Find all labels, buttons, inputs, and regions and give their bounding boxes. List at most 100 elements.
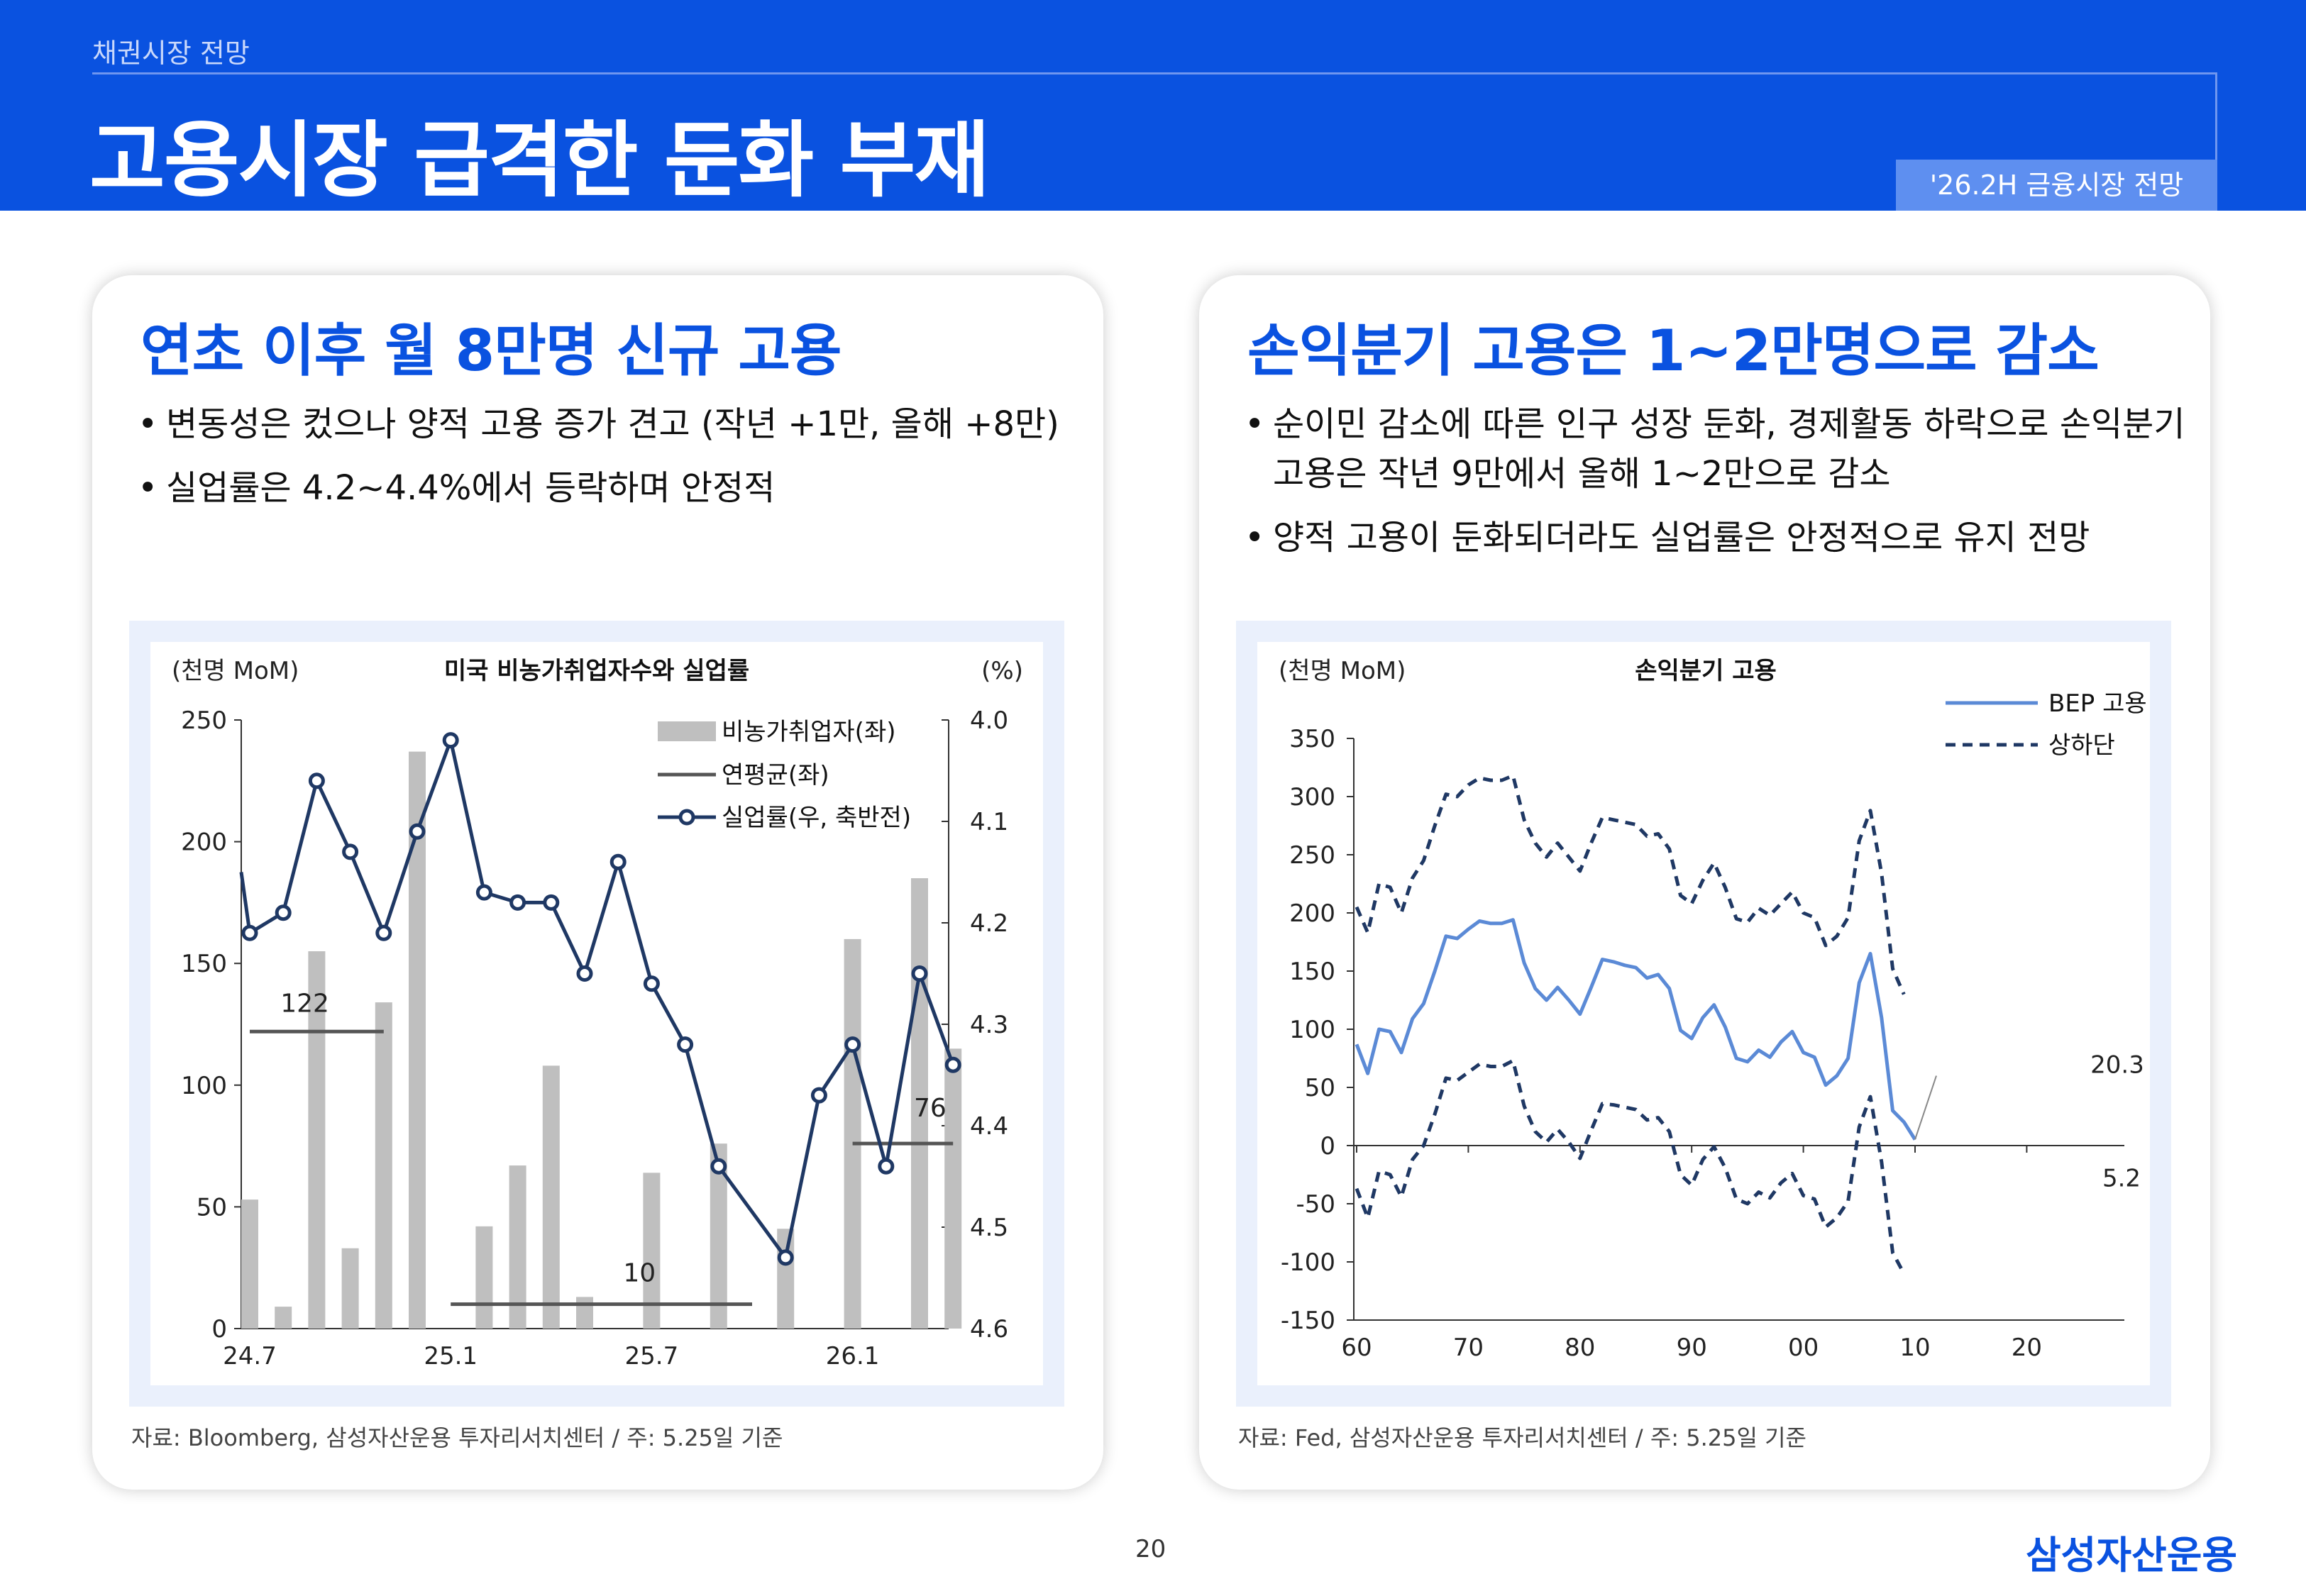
data-label: 10 (623, 1259, 656, 1288)
unemployment-point (409, 823, 426, 840)
unemployment-point (543, 894, 560, 911)
bar (576, 1297, 593, 1329)
y-axis-label: (천명 MoM) (1279, 657, 1406, 685)
unemployment-point (810, 1087, 827, 1104)
bep-chart-frame: (천명 MoM) 손익분기 고용 350 300 250 200 150 100 50 0 -50 -… (1236, 621, 2171, 1407)
unemployment-point (944, 1056, 961, 1073)
unemployment-point (710, 1158, 727, 1175)
legend-label: 연평균(좌) (722, 761, 829, 789)
unemployment-point (844, 1036, 861, 1053)
y-tick-label: 100 (1289, 1016, 1335, 1044)
header-divider-vertical (2215, 72, 2217, 163)
page-title: 고용시장 급격한 둔화 부재 (89, 113, 990, 209)
data-label: 20.3 (2090, 1051, 2144, 1080)
bar (341, 1248, 359, 1329)
y-tick-label: 200 (1289, 899, 1335, 928)
bep-chart-svg: (천명 MoM) 손익분기 고용 350 300 250 200 150 100 50 0 -50 -… (1279, 657, 2147, 1362)
legend-label: 실업률(우, 축반전) (722, 804, 911, 832)
y-tick-label: -100 (1281, 1248, 1335, 1277)
y-tick-label: 300 (1289, 783, 1335, 811)
callout-line (1914, 1075, 1937, 1140)
legend-swatch-bar (658, 721, 716, 741)
legend-label: BEP 고용 (2048, 689, 2147, 718)
data-label: 122 (280, 989, 329, 1018)
bar (475, 1226, 493, 1329)
bar (308, 951, 326, 1329)
section-label: 채권시장 전망 (92, 38, 250, 69)
bullet-item: • 실업률은 4.2~4.4%에서 등락하며 안정적 (138, 463, 1088, 513)
y-tick-label: -50 (1296, 1190, 1335, 1219)
y-tick-label-right: 4.1 (970, 808, 1008, 836)
unemployment-point (375, 924, 392, 941)
data-label: 5.2 (2102, 1164, 2141, 1192)
unemployment-point (609, 853, 627, 870)
nfp-chart-frame: (천명 MoM) 미국 비농가취업자수와 실업률 (%) 250 200 150 100 50… (129, 621, 1064, 1407)
bullet-text: 순이민 감소에 따른 인구 성장 둔화, 경제활동 하락으로 손익분기 고용은 … (1273, 404, 2185, 494)
unemployment-point (241, 924, 258, 941)
x-tick-label: 90 (1677, 1334, 1707, 1362)
unemployment-point (475, 884, 492, 901)
header-divider (92, 72, 2217, 74)
y-axis-right-label: (%) (981, 657, 1023, 685)
bullet-item: • 순이민 감소에 따른 인구 성장 둔화, 경제활동 하락으로 손익분기 고용은… (1245, 399, 2195, 499)
left-bullets: • 변동성은 컸으나 양적 고용 증가 견고 (작년 +1만, 올해 +8만) •… (138, 399, 1088, 527)
unemployment-point (878, 1158, 895, 1175)
y-tick-label: 0 (1320, 1132, 1335, 1160)
unemployment-point (643, 975, 660, 992)
x-tick-label: 20 (2012, 1334, 2042, 1362)
nfp-chart: (천명 MoM) 미국 비농가취업자수와 실업률 (%) 250 200 150 100 50… (150, 642, 1043, 1385)
unemployment-point (677, 1036, 694, 1053)
y-tick-label: 50 (1305, 1074, 1335, 1102)
y-tick-label: 250 (1289, 841, 1335, 870)
chart-title: 손익분기 고용 (1635, 657, 1777, 685)
bep-line (1355, 918, 1917, 1141)
x-tick-label: 00 (1788, 1334, 1819, 1362)
lower-band-line (1355, 1058, 1906, 1275)
unemployment-point (509, 894, 526, 911)
right-source-note: 자료: Fed, 삼성자산운용 투자리서치센터 / 주: 5.25일 기준 (1238, 1424, 1806, 1451)
left-card-title: 연초 이후 월 8만명 신규 고용 (140, 318, 842, 384)
y-tick-label-right: 4.6 (970, 1315, 1008, 1343)
bar (844, 938, 861, 1329)
x-tick-label: 80 (1565, 1334, 1595, 1362)
unemployment-point (308, 772, 325, 789)
y-tick-label-left: 150 (181, 950, 227, 978)
y-tick-label-left: 0 (211, 1315, 227, 1343)
bar (777, 1229, 795, 1329)
unemployment-point (442, 732, 459, 749)
bar (509, 1165, 526, 1329)
bullet-text: 변동성은 컸으나 양적 고용 증가 견고 (작년 +1만, 올해 +8만) (166, 404, 1059, 444)
bullet-text: 양적 고용이 둔화되더라도 실업률은 안정적으로 유지 전망 (1273, 518, 2090, 558)
chart-title: 미국 비농가취업자수와 실업률 (444, 657, 749, 685)
y-tick-label-right: 4.0 (970, 706, 1008, 735)
bep-chart: (천명 MoM) 손익분기 고용 350 300 250 200 150 100 50 0 -50 -… (1257, 642, 2150, 1385)
x-tick-label: 10 (1899, 1334, 1930, 1362)
y-tick-label: 350 (1289, 725, 1335, 753)
page-number: 20 (1135, 1535, 1166, 1563)
bar (275, 1307, 292, 1329)
right-bullets: • 순이민 감소에 따른 인구 성장 둔화, 경제활동 하락으로 손익분기 고용은… (1245, 399, 2195, 577)
y-tick-label-right: 4.2 (970, 909, 1008, 938)
bar (911, 878, 928, 1329)
x-tick-label: 25.7 (625, 1342, 679, 1370)
bar (375, 1002, 392, 1329)
y-tick-label-right: 4.3 (970, 1011, 1008, 1039)
bullet-item: • 변동성은 컸으나 양적 고용 증가 견고 (작년 +1만, 올해 +8만) (138, 399, 1088, 449)
x-tick-label: 26.1 (826, 1342, 880, 1370)
bullet-text: 실업률은 4.2~4.4%에서 등락하며 안정적 (166, 468, 776, 508)
unemployment-point (777, 1249, 794, 1266)
bullet-item: • 양적 고용이 둔화되더라도 실업률은 안정적으로 유지 전망 (1245, 513, 2195, 563)
y-tick-label: -150 (1281, 1307, 1335, 1335)
right-card: 손익분기 고용은 1~2만명으로 감소 • 순이민 감소에 따른 인구 성장 둔화… (1199, 275, 2210, 1490)
y-axis-left-label: (천명 MoM) (172, 657, 299, 685)
x-tick-label: 60 (1341, 1334, 1372, 1362)
report-tag: '26.2H 금융시장 전망 (1896, 160, 2217, 211)
y-tick-label-left: 250 (181, 706, 227, 735)
legend-label: 상하단 (2048, 731, 2115, 760)
left-source-note: 자료: Bloomberg, 삼성자산운용 투자리서치센터 / 주: 5.25일… (131, 1424, 783, 1451)
unemployment-line (239, 738, 955, 1260)
unemployment-point (911, 965, 928, 982)
y-tick-label-left: 50 (197, 1193, 227, 1221)
bar (241, 1199, 258, 1329)
y-tick-label-left: 100 (181, 1072, 227, 1100)
